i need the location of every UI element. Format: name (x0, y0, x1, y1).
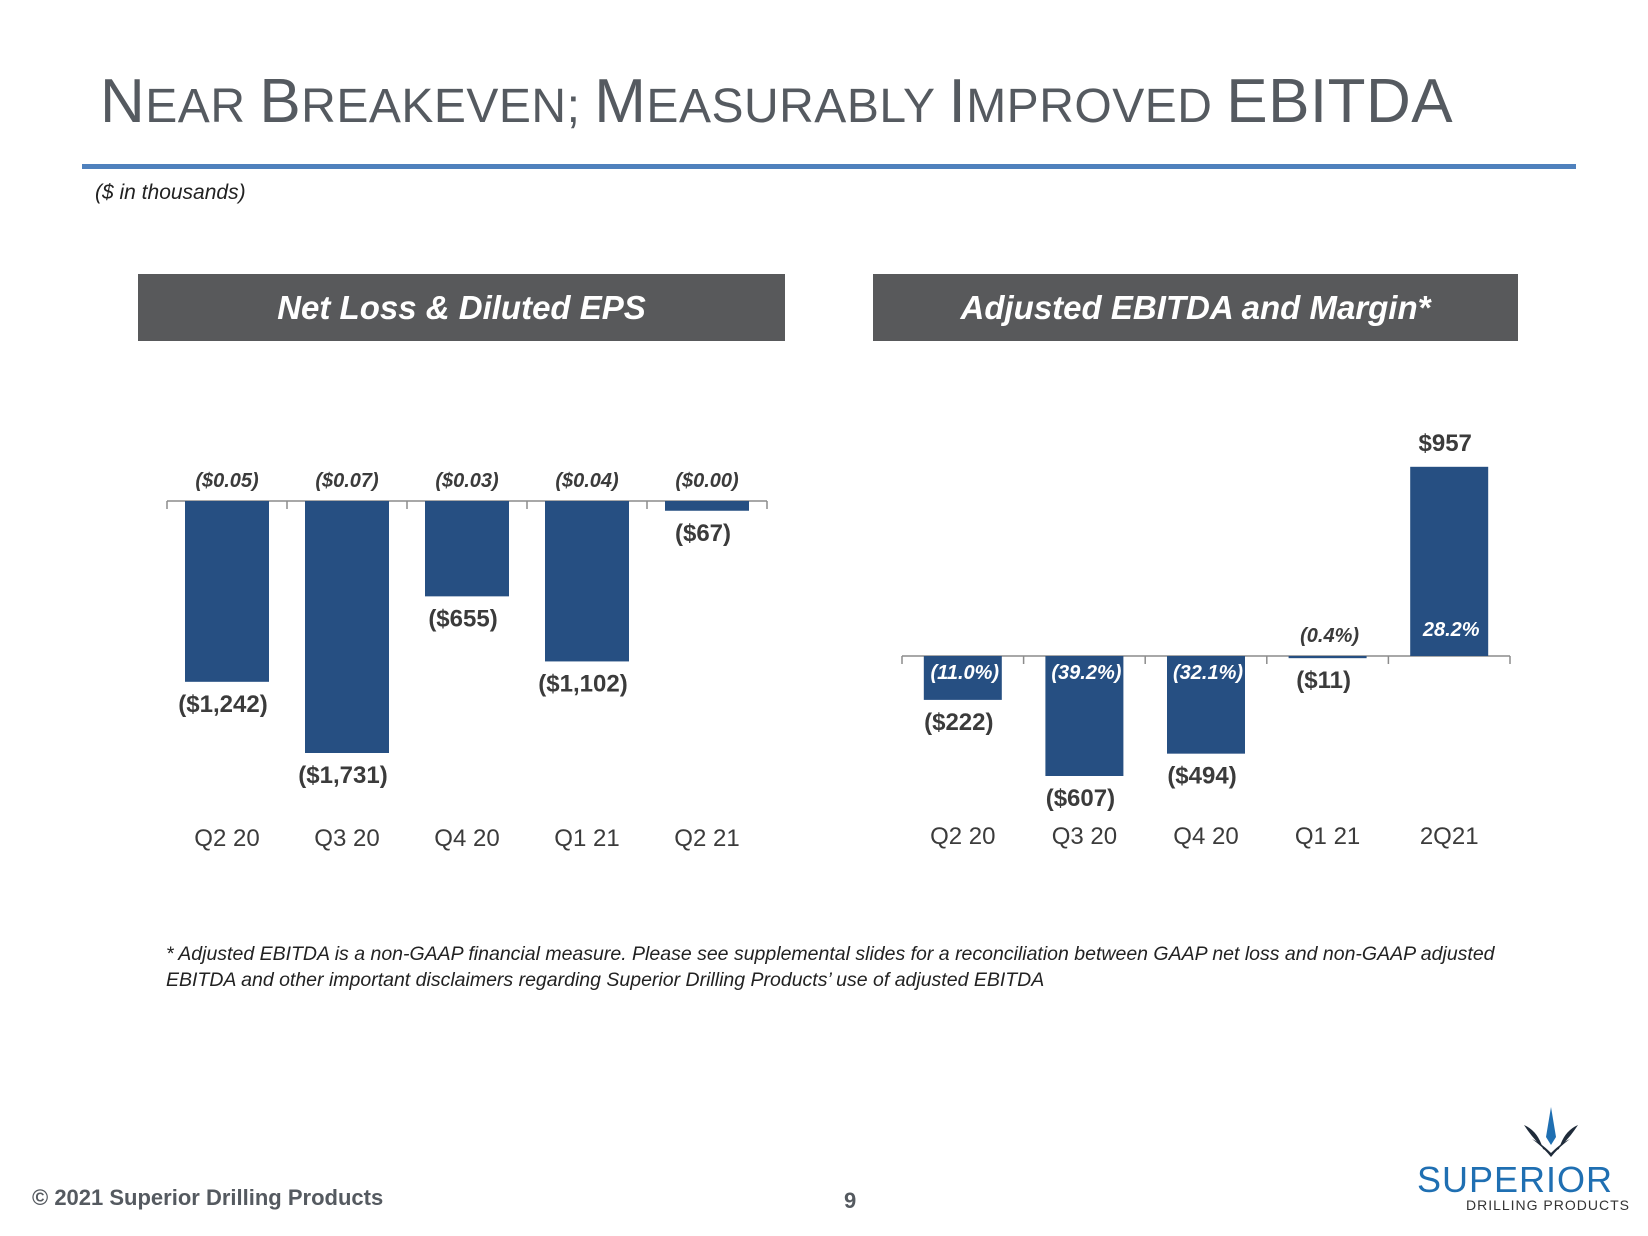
net-loss-value-label: ($1,731) (298, 762, 387, 789)
ebitda-category-label: Q4 20 (1173, 823, 1238, 850)
net-loss-category-label: Q4 20 (434, 825, 499, 852)
title-rest-3: MPROVED (966, 80, 1227, 133)
ebitda-value-label: ($607) (1046, 785, 1115, 812)
ebitda-bar (923, 656, 1002, 700)
ebitda-margin-label: (39.2%) (1051, 662, 1121, 684)
ebitda-value-label: $957 (1419, 430, 1472, 457)
net-loss-eps-label: ($0.05) (195, 470, 259, 492)
ebitda-margin-label: 28.2% (1422, 619, 1480, 641)
net-loss-eps-label: ($0.04) (555, 470, 619, 492)
ebitda-bar (1410, 466, 1489, 656)
ebitda-margin-label: (0.4%) (1300, 625, 1359, 647)
ebitda-category-label: Q3 20 (1052, 823, 1117, 850)
net-loss-category-label: Q2 20 (194, 825, 259, 852)
footnote: * Adjusted EBITDA is a non-GAAP financia… (166, 943, 1495, 991)
net-loss-value-label: ($1,242) (178, 691, 267, 718)
net-loss-bar (425, 501, 509, 597)
net-loss-value-label: ($1,102) (538, 670, 627, 697)
net-loss-category-label: Q1 21 (554, 825, 619, 852)
net-loss-eps-label: ($0.07) (315, 470, 379, 492)
net-loss-category-label: Q2 21 (674, 825, 739, 852)
title-cap-4: EBITDA (1226, 67, 1454, 136)
company-logo: SUPERIOR DRILLING PRODUCTS (1400, 1105, 1630, 1215)
ebitda-margin-label: (11.0%) (931, 662, 1000, 684)
ebitda-bar (1045, 656, 1124, 776)
logo-icon (1524, 1107, 1578, 1157)
page-title: NEAR BREAKEVEN; MEASURABLY IMPROVED EBIT… (100, 66, 1453, 137)
logo-wordmark: SUPERIOR (1416, 1159, 1614, 1200)
net-loss-eps-label: ($0.00) (675, 470, 739, 492)
net-loss-category-label: Q3 20 (314, 825, 379, 852)
title-rest-1: REAKEVEN; (301, 80, 595, 133)
net-loss-bar (185, 501, 269, 682)
ebitda-bar (1167, 656, 1245, 754)
ebitda-value-label: ($222) (924, 709, 993, 736)
net-loss-bar (545, 501, 629, 662)
title-cap-0: N (100, 67, 146, 136)
title-rule (82, 164, 1576, 169)
page-number: 9 (844, 1188, 857, 1213)
ebitda-category-label: Q2 20 (930, 823, 995, 850)
title-cap-2: M (594, 67, 647, 136)
net-loss-bar (305, 501, 389, 753)
title-cap-1: B (259, 67, 302, 136)
ebitda-margin-label: (32.1%) (1173, 662, 1243, 684)
net-loss-value-label: ($655) (428, 605, 497, 632)
net-loss-value-label: ($67) (675, 520, 731, 547)
ebitda-category-label: Q1 21 (1295, 823, 1360, 850)
ebitda-chart-header: Adjusted EBITDA and Margin* (873, 274, 1518, 341)
title-cap-3: I (948, 67, 967, 136)
net-loss-bar (665, 501, 749, 511)
ebitda-bar (1288, 656, 1367, 659)
ebitda-value-label: ($11) (1296, 667, 1351, 694)
copyright: © 2021 Superior Drilling Products (32, 1185, 384, 1210)
units-note: ($ in thousands) (95, 181, 246, 204)
ebitda-value-label: ($494) (1167, 763, 1236, 790)
net-loss-eps-label: ($0.03) (435, 470, 499, 492)
ebitda-category-label: 2Q21 (1420, 823, 1479, 850)
net-loss-chart-header: Net Loss & Diluted EPS (138, 274, 785, 341)
title-rest-0: EAR (145, 80, 260, 133)
title-rest-2: EASURABLY (646, 80, 949, 133)
logo-tagline: DRILLING PRODUCTS (1465, 1197, 1630, 1213)
